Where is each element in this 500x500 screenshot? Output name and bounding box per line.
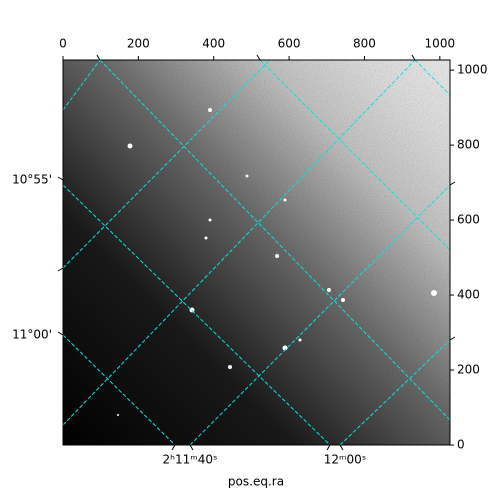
x-tick-label: 200	[127, 37, 150, 51]
y-tick-label: 400	[457, 288, 480, 302]
y-tick-label: 600	[457, 213, 480, 227]
ra-tick-label: 2ʰ11ᵐ40ˢ	[163, 453, 218, 467]
x-tick-label: 1000	[425, 37, 456, 51]
x-tick-label: 800	[353, 37, 376, 51]
y-tick-label: 800	[457, 138, 480, 152]
dec-tick-label: 11°00'	[12, 328, 52, 342]
frame	[62, 59, 451, 446]
y-tick-label: 1000	[457, 63, 488, 77]
x-tick-label: 400	[202, 37, 225, 51]
image	[63, 60, 450, 445]
y-tick-label: 200	[457, 363, 480, 377]
wcs-ticks	[57, 54, 456, 451]
y-tick-label: 0	[457, 438, 465, 452]
x-tick-label: 600	[278, 37, 301, 51]
x-tick-label: 0	[59, 37, 67, 51]
x-axis-label: pos.eq.ra	[228, 475, 284, 489]
coordinate-grid	[63, 60, 450, 445]
ra-tick-label: 12ᵐ00ˢ	[324, 453, 367, 467]
dec-tick-label: 10°55'	[12, 173, 52, 187]
